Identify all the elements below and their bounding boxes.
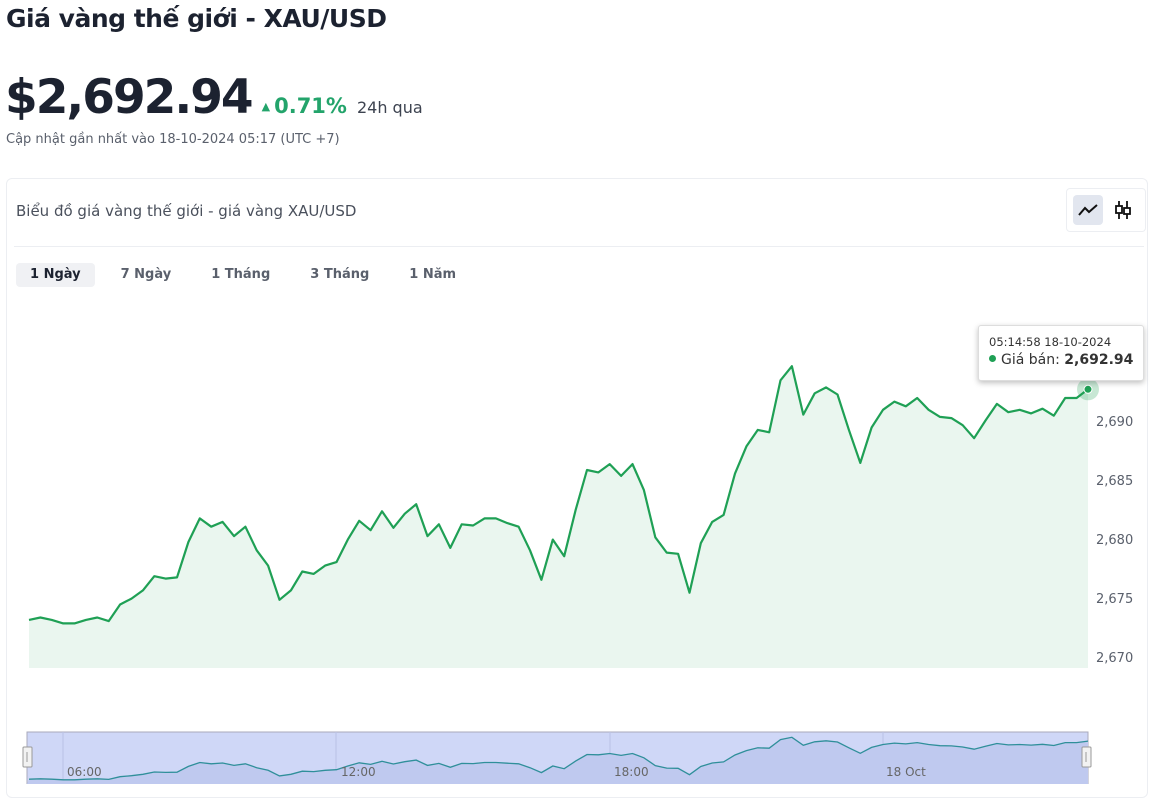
last-updated: Cập nhật gần nhất vào 18-10-2024 05:17 (… bbox=[6, 132, 340, 147]
tab-3-months[interactable]: 3 Tháng bbox=[310, 267, 370, 282]
page-title: Giá vàng thế giới - XAU/USD bbox=[6, 4, 387, 33]
y-tick-label: 2,690 bbox=[1096, 415, 1134, 430]
navigator-label: 06:00 bbox=[67, 765, 102, 779]
tab-1-year[interactable]: 1 Năm bbox=[409, 267, 457, 282]
navigator-label: 18 Oct bbox=[886, 765, 926, 779]
line-chart-button[interactable] bbox=[1073, 195, 1103, 225]
tab-1-month[interactable]: 1 Tháng bbox=[211, 267, 271, 282]
tab-1-day[interactable]: 1 Ngày bbox=[16, 263, 95, 287]
tooltip-value: 2,692.94 bbox=[1064, 352, 1134, 368]
tooltip-time: 05:14:58 18-10-2024 bbox=[989, 335, 1112, 349]
navigator-line bbox=[28, 736, 1089, 781]
chart-type-toggle bbox=[1066, 188, 1146, 232]
candlestick-button[interactable] bbox=[1108, 195, 1138, 225]
candlestick-icon bbox=[1115, 201, 1131, 219]
navigator-area bbox=[27, 737, 1088, 784]
price-line bbox=[28, 365, 1089, 625]
price-change: ▲ 0.71% bbox=[262, 94, 347, 118]
change-period: 24h qua bbox=[356, 98, 423, 117]
up-arrow-icon: ▲ bbox=[261, 100, 271, 113]
line-chart-icon bbox=[1078, 204, 1098, 216]
navigator-label: 18:00 bbox=[614, 765, 649, 779]
y-tick-label: 2,685 bbox=[1096, 474, 1134, 489]
current-price: $2,692.94 bbox=[5, 70, 254, 125]
range-tabs: 1 Ngày 7 Ngày 1 Tháng 3 Tháng 1 Năm bbox=[16, 263, 470, 287]
area-fill bbox=[29, 366, 1088, 668]
chart-title: Biểu đồ giá vàng thế giới - giá vàng XAU… bbox=[16, 202, 357, 220]
divider bbox=[14, 246, 1144, 247]
tooltip: 05:14:58 18-10-2024 Giá bán: 2,692.94 bbox=[978, 325, 1144, 381]
tab-7-days[interactable]: 7 Ngày bbox=[120, 267, 172, 282]
y-tick-label: 2,675 bbox=[1096, 592, 1134, 607]
series-dot-icon bbox=[989, 355, 996, 362]
navigator-label: 12:00 bbox=[341, 765, 376, 779]
y-tick-label: 2,680 bbox=[1096, 533, 1134, 548]
tooltip-label: Giá bán: bbox=[1001, 352, 1060, 368]
price-row: $2,692.94 ▲ 0.71% 24h qua bbox=[5, 70, 423, 125]
hover-point bbox=[1083, 384, 1093, 394]
y-tick-label: 2,670 bbox=[1096, 651, 1134, 666]
change-percent: 0.71% bbox=[274, 94, 347, 118]
